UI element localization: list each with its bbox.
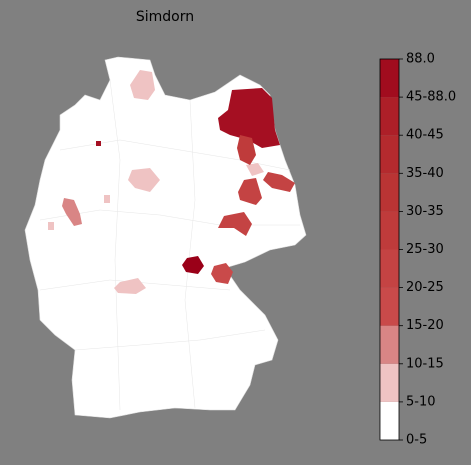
colorbar-label: 88.0	[406, 52, 435, 67]
colorbar-segment	[380, 287, 399, 326]
colorbar-label: 5-10	[406, 394, 436, 409]
colorbar-label: 45-88.0	[406, 90, 456, 105]
map-title: Simdorn	[136, 9, 194, 25]
colorbar-label: 0-5	[406, 433, 427, 448]
colorbar-label: 40-45	[406, 128, 444, 143]
colorbar-segment	[380, 59, 399, 98]
colorbar-segment	[380, 401, 399, 440]
colorbar-label: 25-30	[406, 242, 444, 257]
colorbar-label: 10-15	[406, 356, 444, 371]
colorbar: 0-5 5-10 10-15 15-20 20-25 25-30 30-35 35-40 40-…	[379, 52, 456, 448]
colorbar-segment	[380, 173, 399, 212]
country-outline	[24, 56, 307, 419]
colorbar-segment	[380, 325, 399, 364]
colorbar-segment	[380, 249, 399, 288]
highlighted-districts	[48, 70, 295, 294]
colorbar-label: 15-20	[406, 318, 444, 333]
colorbar-segment	[380, 211, 399, 250]
germany-map	[24, 56, 307, 419]
colorbar-segment	[380, 135, 399, 174]
colorbar-label: 30-35	[406, 204, 444, 219]
colorbar-segment	[380, 363, 399, 402]
colorbar-segment	[380, 97, 399, 136]
colorbar-label: 35-40	[406, 166, 444, 181]
colorbar-label: 20-25	[406, 280, 444, 295]
